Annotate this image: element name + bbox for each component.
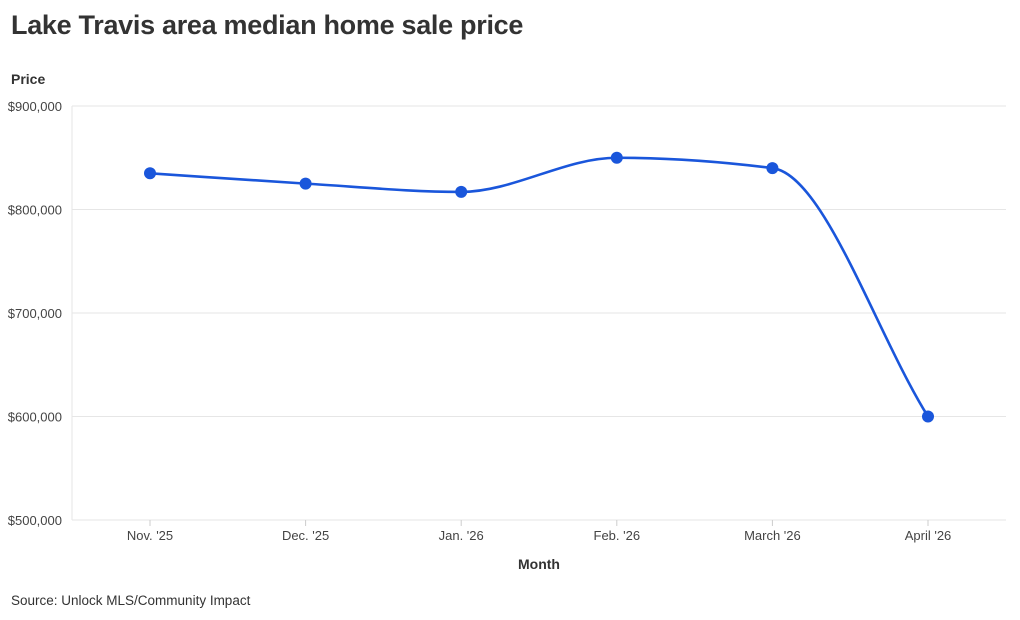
data-point[interactable] [144,167,156,180]
data-point[interactable] [455,185,468,198]
axes: $500,000 $600,000 $700,000 $800,000 $900,000… [8,99,952,543]
x-tick-label: Feb. '26 [594,528,641,543]
data-point[interactable] [766,162,779,175]
x-tick-label: Dec. '25 [282,528,329,543]
data-point[interactable] [922,410,934,423]
x-tick-label: March '26 [744,528,801,543]
x-tick-label: Nov. '25 [127,528,173,543]
y-tick-label: $500,000 [8,513,62,528]
x-tick-label: April '26 [905,528,952,543]
y-tick-label: $800,000 [8,203,62,218]
y-tick-label: $600,000 [8,410,62,425]
source-note: Source: Unlock MLS/Community Impact [11,593,251,608]
chart-title: Lake Travis area median home sale price [11,10,524,40]
x-axis-label: Month [518,556,560,572]
data-point[interactable] [610,151,623,164]
y-tick-label: $700,000 [8,306,62,321]
gridlines [72,105,1006,521]
y-axis-label: Price [11,71,45,87]
series-layer [144,151,934,423]
series-line [148,156,930,418]
x-tick-label: Jan. '26 [439,528,484,543]
data-point[interactable] [299,177,312,190]
y-tick-label: $900,000 [8,99,62,114]
